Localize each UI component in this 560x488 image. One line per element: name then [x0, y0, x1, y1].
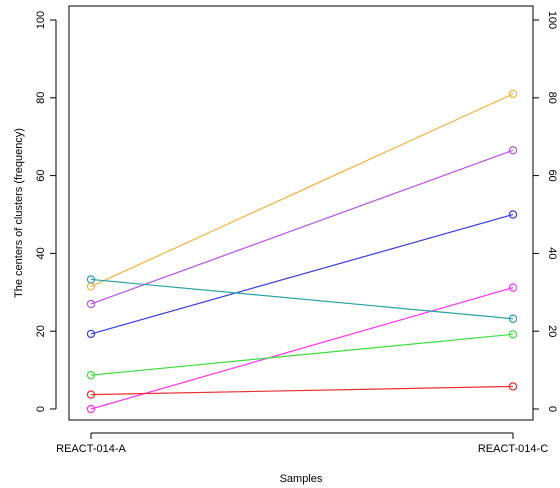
data-point	[86, 275, 96, 284]
series-line	[90, 149, 514, 305]
series	[86, 89, 518, 291]
series-line	[90, 385, 514, 396]
series-line	[90, 93, 514, 288]
data-point	[86, 370, 96, 380]
right-y-tick-label: 0	[546, 406, 558, 412]
left-y-tick-label: 0	[35, 406, 47, 412]
series	[86, 382, 518, 399]
series-layer	[86, 89, 518, 414]
x-axis: REACT-014-A REACT-014-C	[56, 432, 548, 455]
series	[86, 275, 518, 323]
left-y-tick-label: 80	[35, 92, 47, 104]
right-y-tick-label: 100	[546, 11, 558, 29]
data-point	[86, 390, 96, 399]
series-line	[90, 333, 514, 376]
series	[86, 330, 518, 380]
left-y-tick-label: 100	[35, 11, 47, 29]
left-y-tick-label: 60	[35, 169, 47, 181]
right-y-tick-label: 20	[546, 325, 558, 337]
data-point	[508, 314, 518, 323]
y-axis-title: The centers of clusters (frequency)	[13, 128, 25, 298]
left-y-tick-label: 20	[35, 325, 47, 337]
series-line	[90, 278, 514, 320]
series	[86, 283, 518, 414]
right-y-axis: 0 20 40 60 80 100	[532, 11, 558, 412]
data-point	[508, 382, 518, 391]
right-y-tick-label: 80	[546, 92, 558, 104]
right-y-tick-label: 40	[546, 247, 558, 259]
series-line	[90, 213, 514, 335]
series-line	[90, 287, 514, 410]
left-y-axis: 0 20 40 60 80 100	[35, 11, 57, 412]
plot-frame	[68, 5, 534, 421]
series	[86, 210, 518, 339]
data-point	[86, 299, 96, 309]
data-point	[86, 404, 96, 414]
right-y-tick-label: 60	[546, 169, 558, 181]
data-point	[508, 210, 518, 219]
x-axis-title: Samples	[280, 473, 323, 485]
series	[86, 146, 518, 309]
data-point	[86, 329, 96, 339]
data-point	[508, 146, 518, 155]
data-point	[508, 89, 518, 99]
x-tick-label: REACT-014-C	[478, 443, 548, 455]
data-point	[508, 283, 518, 292]
data-point	[508, 330, 518, 339]
x-tick-label: REACT-014-A	[56, 443, 126, 455]
left-y-tick-label: 40	[35, 247, 47, 259]
